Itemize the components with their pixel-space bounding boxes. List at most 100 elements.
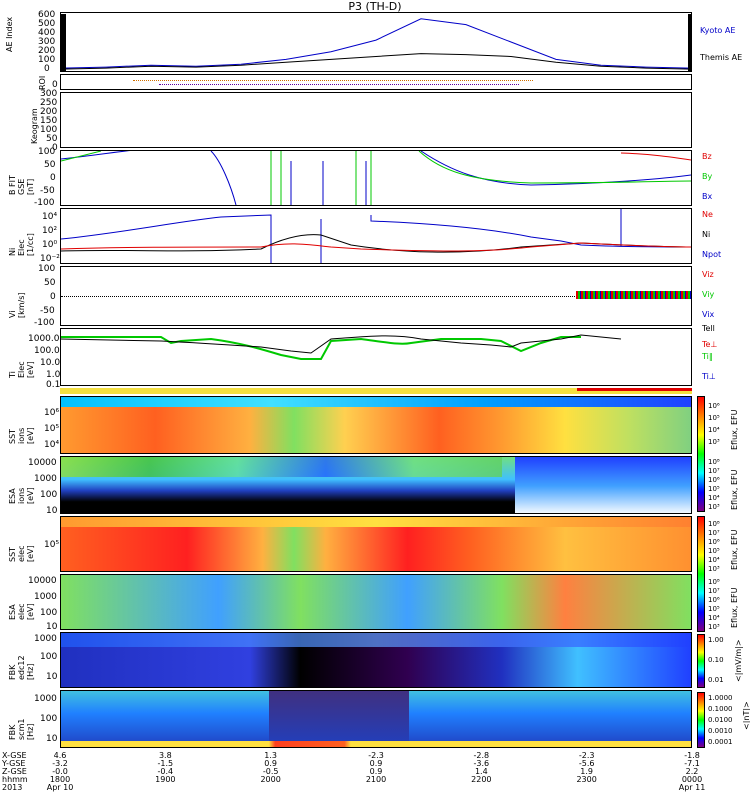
ti-tick: 0.1: [46, 380, 61, 390]
xaxis-column: 3.8 -1.5 -0.4 1900: [145, 752, 185, 792]
xaxis-value-t: 1900: [155, 775, 176, 784]
vi-tick: 0: [50, 292, 56, 302]
cb4-tick: 10⁸: [708, 578, 720, 586]
fbk-scm1-purple: [269, 691, 409, 747]
esa-elec-tick: 1000: [34, 592, 57, 602]
legend-vix: Vix: [702, 310, 715, 319]
xaxis-column: -2.3 -5.6 1.9 2300: [567, 752, 607, 792]
legend-kyoto-ae: Kyoto AE: [700, 26, 736, 35]
xaxis-value-y: -3.2: [52, 759, 68, 768]
xaxis-value-d: Apr 11: [678, 783, 706, 792]
sst-ions-spectrogram: [60, 396, 692, 454]
roi-dots-purple: [159, 84, 519, 86]
colorbar-eflux-2: [697, 516, 705, 632]
ae-tick: 500: [38, 19, 56, 29]
esa-elec-tick: 10000: [28, 576, 57, 586]
bfit-by-line: [61, 151, 691, 205]
ae-tick: 100: [38, 55, 56, 65]
keogram-tick: 250: [40, 98, 58, 108]
bfit-tick: -100: [34, 198, 55, 208]
vi-tick: -100: [34, 318, 55, 328]
cb1-tick: 10⁵: [708, 414, 720, 422]
roi-ylabel: ROI: [38, 75, 47, 90]
ti-black-line: [61, 334, 622, 354]
esa-ions-tick: 10: [46, 506, 58, 516]
esa-ions-tick: 10000: [28, 458, 57, 468]
fbk-edc12-tick: 1000: [34, 634, 57, 644]
xaxis-value-x: 3.8: [158, 751, 172, 760]
sst-ions-topband: [61, 397, 691, 407]
xaxis-value-x: -1.8: [684, 751, 700, 760]
ae-tick: 300: [38, 37, 56, 47]
cb2-tick: 10⁶: [708, 476, 720, 484]
colorbar-fbk-b: [697, 692, 705, 748]
cb3-tick: 10⁴: [708, 556, 720, 564]
ti-tick: 10.0: [40, 358, 61, 368]
fbk-edc12-spectrogram: [60, 632, 692, 688]
keogram-tick: 300: [40, 89, 58, 99]
vi-panel: [60, 266, 692, 326]
sst-ions-tick: 10⁵: [44, 424, 60, 434]
ti-panel: [60, 328, 692, 386]
mode-bar: [60, 388, 692, 394]
ti-chart: [61, 334, 622, 360]
cb2-tick: 10⁴: [708, 494, 720, 502]
ae-index-chart: [61, 18, 691, 70]
xaxis-row-label: Y-GSE: [2, 759, 26, 768]
xaxis-value-y: 0.9: [264, 759, 278, 768]
esa-ions-tick: 1000: [34, 474, 57, 484]
bfit-bx-line: [61, 151, 691, 205]
xaxis-value-d: [251, 784, 291, 792]
xaxis-value-x: -2.8: [473, 751, 490, 760]
ae-index-panel: [60, 12, 692, 72]
vi-tick: 50: [44, 278, 56, 288]
legend-themis-ae: Themis AE: [700, 53, 743, 62]
fbk-scm1-ylabel: FBK scm1 [Hz]: [8, 718, 35, 740]
ae-left-bar: [60, 14, 66, 72]
vi-ylabel: Vi [km/s]: [8, 292, 26, 318]
cb4-tick: 10⁷: [708, 587, 720, 595]
xaxis-value-z: -0.0: [52, 767, 68, 776]
bfit-panel: [60, 150, 692, 206]
cb5-tick: 1.00: [708, 636, 724, 644]
legend-bz: Bz: [702, 152, 712, 161]
xaxis-column: 1.3 0.9 -0.5 2000: [251, 752, 291, 792]
xaxis-column: -1.8 -7.1 2.2 0000 Apr 11: [672, 752, 712, 792]
cb4-tick: 10⁶: [708, 596, 720, 604]
esa-ions-right: [514, 457, 691, 513]
bfit-ylabel: B FIT GSE [nT]: [8, 175, 35, 195]
colorbar-eflux-4-title: Eflux, EFU: [730, 587, 739, 629]
legend-tiperp: Ti⊥: [702, 372, 716, 381]
ni-tick: 10²: [42, 226, 58, 236]
xaxis-value-x: -2.3: [368, 751, 384, 760]
bfit-tick: 50: [44, 160, 56, 170]
xaxis-column: -2.3 0.9 0.9 2100: [356, 752, 396, 792]
cb3-tick: 10⁵: [708, 547, 720, 555]
ae-ylabel: AE Index: [5, 16, 14, 52]
roi-panel: [60, 74, 692, 90]
colorbar-eflux-3-title: Eflux, EFU: [730, 529, 739, 571]
fbk-edc12-tick: 100: [40, 652, 58, 662]
cb1-tick: 10⁶: [708, 402, 720, 410]
ni-chart: [61, 209, 691, 263]
sst-elec-tick: 10⁵: [44, 540, 60, 550]
keogram-tick: 50: [46, 134, 58, 144]
xaxis-value-z: -0.5: [262, 767, 279, 776]
series-kyoto-ae: [61, 18, 691, 69]
cb4-tick: 10⁵: [708, 605, 720, 613]
ti-tick: 1.0: [46, 370, 61, 380]
cb3-tick: 10⁸: [708, 520, 720, 528]
xaxis-value-d: [461, 784, 501, 792]
esa-elec-tick: 10: [46, 622, 58, 632]
series-themis-ae: [61, 53, 691, 70]
colorbar-fbk-b-title: <|nT|>: [742, 701, 750, 730]
colorbar-fbk-e: [697, 634, 705, 688]
colorbar-eflux-1-title: Eflux, EFU: [730, 409, 739, 451]
fbk-edc12-ylabel: FBK edc12 [Hz]: [8, 655, 35, 680]
xaxis-column: 4.6 -3.2 -0.0 1800 Apr 10: [40, 752, 80, 792]
cb1-tick: 10⁴: [708, 426, 720, 434]
ae-right-bar: [688, 14, 692, 72]
cb6-tick: 0.1000: [708, 705, 733, 713]
fbk-scm1-tick: 100: [40, 714, 58, 724]
xaxis-row-label: X-GSE: [2, 751, 27, 760]
